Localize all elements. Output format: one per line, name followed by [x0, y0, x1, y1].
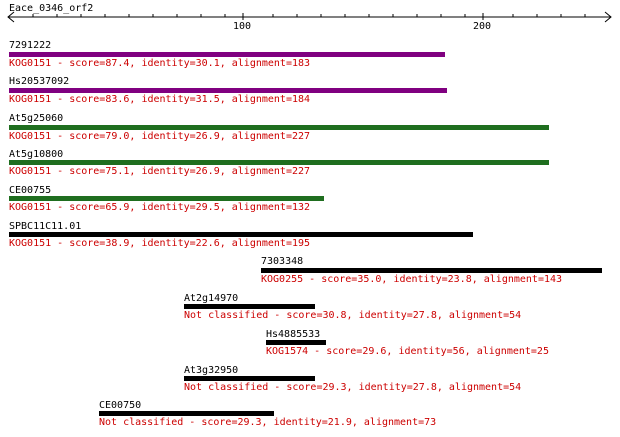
query-name: Eace_0346_orf2 [9, 3, 94, 14]
hit-info: KOG0151 - score=87.4, identity=30.1, ali… [9, 58, 311, 69]
hit-bar[interactable] [9, 196, 324, 201]
tick-label-200: 200 [473, 21, 492, 32]
ruler-arrow-left [7, 11, 15, 23]
hit-name[interactable]: At5g25060 [9, 113, 64, 124]
hit-bar[interactable] [9, 232, 473, 237]
hit-bar[interactable] [9, 160, 549, 165]
hit-name[interactable]: At2g14970 [184, 293, 239, 304]
hit-name[interactable]: At5g10800 [9, 149, 64, 160]
hit-name[interactable]: SPBC11C11.01 [9, 221, 82, 232]
hit-name[interactable]: 7291222 [9, 40, 52, 51]
hit-name[interactable]: Hs4885533 [266, 329, 321, 340]
hit-bar[interactable] [266, 340, 326, 345]
hit-bar[interactable] [184, 304, 315, 309]
hit-info: KOG0151 - score=65.9, identity=29.5, ali… [9, 202, 311, 213]
hit-info: Not classified - score=30.8, identity=27… [184, 310, 522, 321]
hit-name[interactable]: CE00755 [9, 185, 52, 196]
hit-bar[interactable] [9, 52, 445, 57]
tick-label-100: 100 [233, 21, 252, 32]
hit-name[interactable]: 7303348 [261, 256, 304, 267]
hit-info: KOG0151 - score=38.9, identity=22.6, ali… [9, 238, 311, 249]
hit-info: KOG0151 - score=83.6, identity=31.5, ali… [9, 94, 311, 105]
ruler-axis [7, 11, 612, 23]
hit-info: KOG0151 - score=79.0, identity=26.9, ali… [9, 131, 311, 142]
hit-info: Not classified - score=29.3, identity=27… [184, 382, 522, 393]
hit-name[interactable]: CE00750 [99, 400, 142, 411]
hit-name[interactable]: Hs20537092 [9, 76, 70, 87]
hit-info: KOG1574 - score=29.6, identity=56, align… [266, 346, 549, 357]
hit-name[interactable]: At3g32950 [184, 365, 239, 376]
ruler-minor-ticks [32, 14, 586, 17]
hit-info: KOG0151 - score=75.1, identity=26.9, ali… [9, 166, 311, 177]
ruler-arrow-right [604, 11, 612, 23]
hit-bar[interactable] [99, 411, 274, 416]
hit-bar[interactable] [261, 268, 602, 273]
hit-info: Not classified - score=29.3, identity=21… [99, 417, 437, 428]
hit-bar[interactable] [9, 125, 549, 130]
hit-info: KOG0255 - score=35.0, identity=23.8, ali… [261, 274, 563, 285]
hit-bar[interactable] [184, 376, 315, 381]
hit-bar[interactable] [9, 88, 447, 93]
